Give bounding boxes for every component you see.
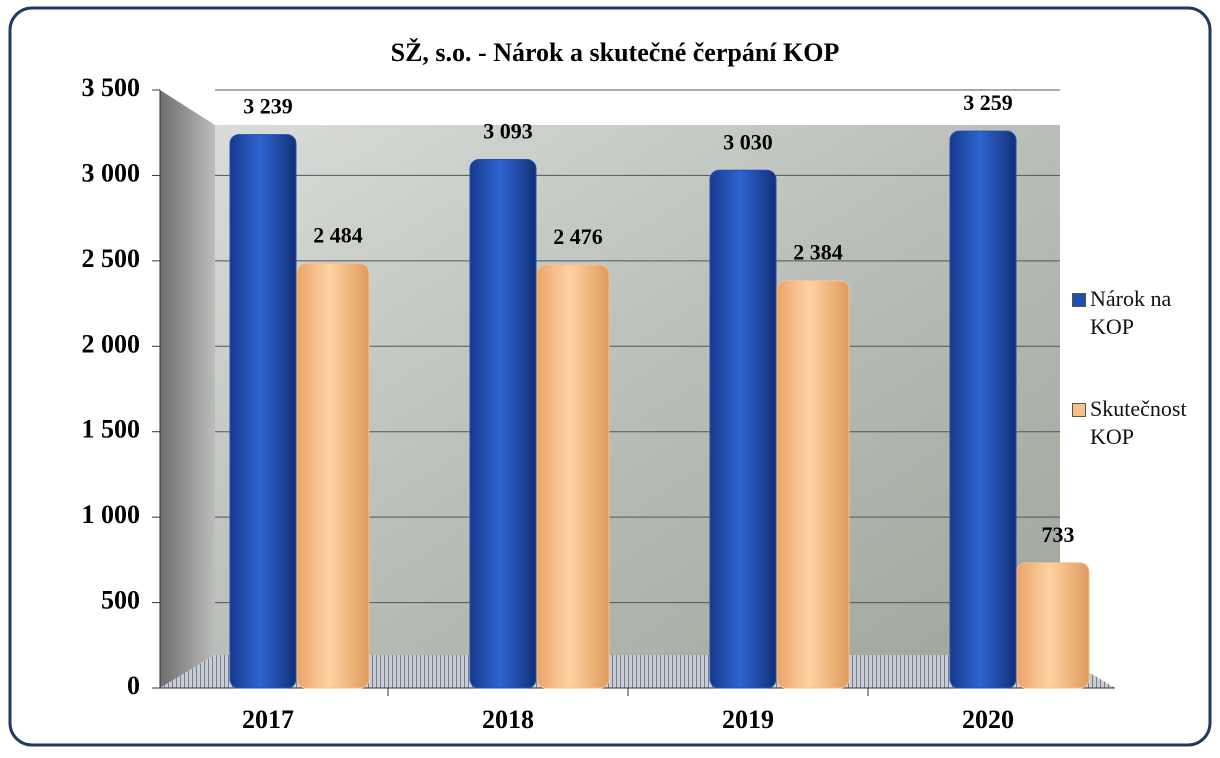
y-tick-label: 2 000 <box>82 329 141 358</box>
chart-title: SŽ, s.o. - Nárok a skutečné čerpání KOP <box>391 38 840 67</box>
legend-label: Nárok na KOP <box>1090 286 1172 339</box>
legend-swatch <box>1072 403 1086 417</box>
y-tick-label: 3 500 <box>82 73 141 102</box>
bar <box>469 159 537 689</box>
value-label: 3 093 <box>483 119 533 144</box>
side-wall <box>160 90 215 688</box>
value-label: 3 030 <box>723 129 773 154</box>
value-label: 2 384 <box>793 240 843 265</box>
legend-item: Nárok na KOP <box>1072 285 1197 341</box>
x-tick-label: 2019 <box>722 705 774 734</box>
value-label: 733 <box>1042 522 1075 547</box>
y-tick-label: 2 500 <box>82 244 141 273</box>
bar <box>709 169 777 689</box>
legend-swatch <box>1072 293 1086 307</box>
value-label: 2 476 <box>553 224 603 249</box>
value-label: 3 239 <box>243 94 293 119</box>
x-tick-label: 2017 <box>242 705 294 734</box>
value-label: 3 259 <box>963 90 1013 115</box>
bar <box>536 264 610 689</box>
y-tick-label: 500 <box>101 586 140 615</box>
bar <box>229 134 297 689</box>
y-tick-label: 3 000 <box>82 158 141 187</box>
floor <box>160 655 1115 688</box>
bar <box>776 280 850 689</box>
x-tick-label: 2020 <box>962 705 1014 734</box>
y-tick-label: 0 <box>127 671 140 700</box>
x-tick-label: 2018 <box>482 705 534 734</box>
legend-item: Skutečnost KOP <box>1072 395 1197 451</box>
y-tick-label: 1 000 <box>82 500 141 529</box>
y-tick-label: 1 500 <box>82 415 141 444</box>
bar <box>296 263 370 689</box>
value-label: 2 484 <box>313 223 363 248</box>
bar <box>949 130 1017 689</box>
legend-label: Skutečnost KOP <box>1090 396 1187 449</box>
bar <box>1016 562 1090 689</box>
